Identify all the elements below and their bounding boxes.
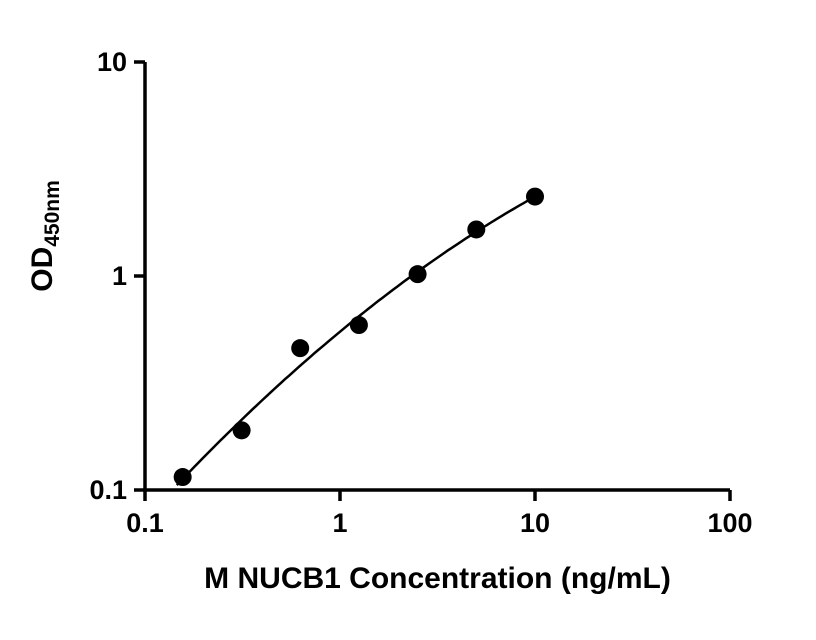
fit-curve bbox=[175, 193, 539, 486]
x-tick-label: 10 bbox=[520, 508, 550, 538]
y-tick-label: 0.1 bbox=[89, 475, 127, 505]
y-tick-label: 10 bbox=[97, 47, 127, 77]
data-point bbox=[526, 187, 544, 206]
y-axis-title: OD450nm bbox=[26, 180, 64, 292]
data-point bbox=[232, 421, 251, 440]
x-tick-label: 0.1 bbox=[126, 508, 164, 538]
x-axis-title: M NUCB1 Concentration (ng/mL) bbox=[204, 562, 671, 595]
data-point bbox=[291, 339, 310, 358]
data-point bbox=[467, 220, 486, 239]
data-point bbox=[349, 316, 368, 335]
x-tick-label: 100 bbox=[707, 508, 752, 538]
data-point bbox=[173, 468, 192, 487]
data-point bbox=[408, 265, 427, 284]
y-tick-label: 1 bbox=[112, 261, 127, 291]
x-tick-label: 1 bbox=[332, 508, 347, 538]
